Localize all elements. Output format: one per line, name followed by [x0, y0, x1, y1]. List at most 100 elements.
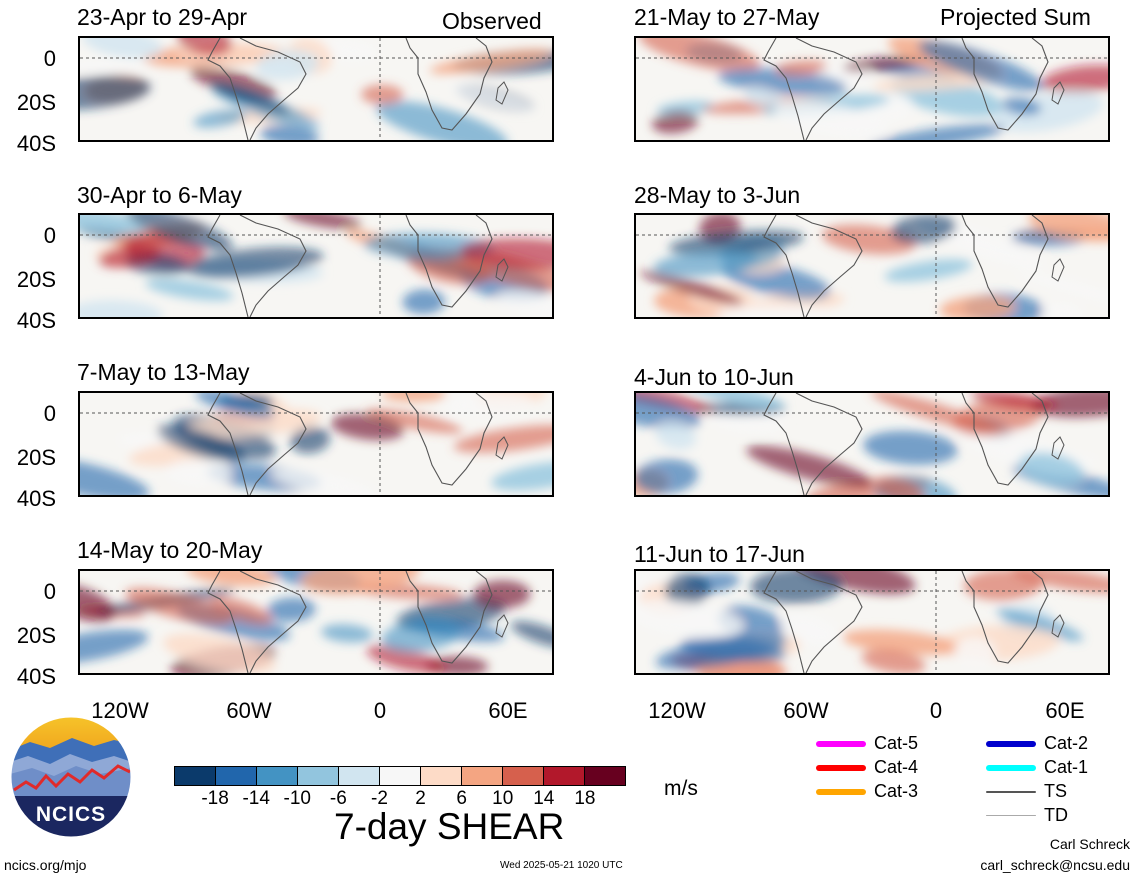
author-email: carl_schreck@ncsu.edu [980, 857, 1130, 873]
y-tick-0-row2: 0 [43, 223, 56, 248]
colorbar-swatch [339, 767, 380, 785]
colorbar-tick-label: -2 [371, 788, 388, 809]
colorbar-title: 7-day SHEAR [334, 806, 565, 847]
colorbar-tick-label: 2 [415, 788, 426, 809]
shear-field [80, 38, 552, 140]
legend-label-cat-4: Cat-4 [874, 757, 919, 777]
map-panel-obs-2 [78, 213, 554, 319]
colorbar-swatch [257, 767, 298, 785]
legend-label-cat-1: Cat-1 [1044, 757, 1089, 777]
madagascar-coastline [495, 258, 509, 282]
map-panel-proj-3 [634, 391, 1110, 497]
madagascar-coastline [1051, 258, 1065, 282]
map-panel-obs-1 [78, 36, 554, 142]
madagascar-coastline [495, 81, 509, 105]
south-america-coastline [207, 38, 307, 140]
shear-field [636, 571, 1108, 673]
south-america-coastline [763, 571, 863, 673]
legend-label-ts: TS [1044, 781, 1068, 801]
colorbar-tick-label: -6 [329, 788, 347, 809]
map-panel-obs-3 [78, 391, 554, 497]
y-tick-20s-row2: 20S [16, 267, 56, 292]
colorbar [174, 766, 626, 786]
africa-coastline [961, 38, 1049, 131]
x-tick-60w-left: 60W [226, 698, 272, 723]
madagascar-coastline [1051, 614, 1065, 638]
shear-field [636, 215, 1108, 317]
y-tick-40s-row2: 40S [16, 308, 56, 333]
shear-field [80, 393, 552, 495]
x-tick-60e-left: 60E [488, 698, 528, 723]
africa-coastline [405, 393, 493, 486]
colorbar-swatch [544, 767, 585, 785]
colorbar-tick-label: -10 [283, 788, 311, 809]
y-tick-40s-row4: 40S [16, 664, 56, 689]
africa-coastline [405, 215, 493, 308]
x-tick-60e-right: 60E [1045, 698, 1085, 723]
colorbar-units: m/s [664, 777, 698, 800]
map-panel-proj-2 [634, 213, 1110, 319]
colorbar-swatch [585, 767, 625, 785]
shear-field [80, 571, 552, 673]
shear-field [80, 215, 552, 317]
x-tick-0-right: 0 [929, 698, 943, 723]
madagascar-coastline [1051, 436, 1065, 460]
ncics-logo: NCICS [10, 716, 132, 838]
y-tick-0-row1: 0 [43, 46, 56, 71]
colorbar-tick-label: 18 [574, 788, 596, 809]
madagascar-coastline [495, 436, 509, 460]
colorbar-swatch [462, 767, 503, 785]
colorbar-swatch [298, 767, 339, 785]
map-panel-proj-1 [634, 36, 1110, 142]
south-america-coastline [763, 38, 863, 140]
legend-label-cat-3: Cat-3 [874, 781, 919, 801]
legend-label-td: TD [1044, 805, 1068, 825]
observed-label: Observed [442, 8, 542, 34]
y-tick-20s-row1: 20S [16, 90, 56, 115]
panel-title-obs-2: 30-Apr to 6-May [77, 182, 242, 208]
footer-url: ncics.org/mjo [4, 857, 87, 873]
colorbar-swatch [216, 767, 257, 785]
colorbar-tick-label: -18 [201, 788, 229, 809]
logo-text: NCICS [35, 803, 107, 826]
legend-line-cat-1 [986, 765, 1036, 771]
madagascar-coastline [1051, 81, 1065, 105]
map-panel-proj-4 [634, 569, 1110, 675]
x-tick-0-left: 0 [373, 698, 387, 723]
africa-coastline [405, 38, 493, 131]
y-tick-20s-row4: 20S [16, 623, 56, 648]
x-tick-60w-right: 60W [783, 698, 829, 723]
panel-title-obs-1: 23-Apr to 29-Apr [77, 4, 248, 30]
y-tick-0-row3: 0 [43, 401, 56, 426]
colorbar-tick-label: 10 [492, 788, 514, 809]
legend-line-cat-4 [816, 765, 866, 771]
legend-line-ts [986, 791, 1036, 793]
panel-title-proj-3: 4-Jun to 10-Jun [634, 364, 794, 390]
colorbar-tick-label: 14 [533, 788, 555, 809]
shear-field [636, 38, 1108, 140]
map-panel-obs-4 [78, 569, 554, 675]
colorbar-swatch [421, 767, 462, 785]
south-america-coastline [207, 215, 307, 317]
south-america-coastline [207, 393, 307, 495]
panel-title-obs-4: 14-May to 20-May [77, 537, 263, 563]
x-tick-120w-right: 120W [648, 698, 706, 723]
panel-title-proj-2: 28-May to 3-Jun [634, 182, 801, 208]
y-tick-20s-row3: 20S [16, 445, 56, 470]
author-name: Carl Schreck [1049, 836, 1130, 852]
south-america-coastline [763, 215, 863, 317]
colorbar-swatch [175, 767, 216, 785]
colorbar-swatch [380, 767, 421, 785]
legend-label-cat-2: Cat-2 [1044, 733, 1089, 753]
africa-coastline [961, 571, 1049, 664]
africa-coastline [961, 215, 1049, 308]
colorbar-tick-label: -14 [242, 788, 270, 809]
legend-line-cat-3 [816, 789, 866, 795]
madagascar-coastline [495, 614, 509, 638]
legend-label-cat-5: Cat-5 [874, 733, 919, 753]
footer-timestamp: Wed 2025-05-21 1020 UTC [500, 860, 623, 871]
projected-sum-label: Projected Sum [940, 4, 1091, 30]
legend-line-cat-5 [816, 741, 866, 747]
legend-line-cat-2 [986, 741, 1036, 747]
africa-coastline [405, 571, 493, 664]
